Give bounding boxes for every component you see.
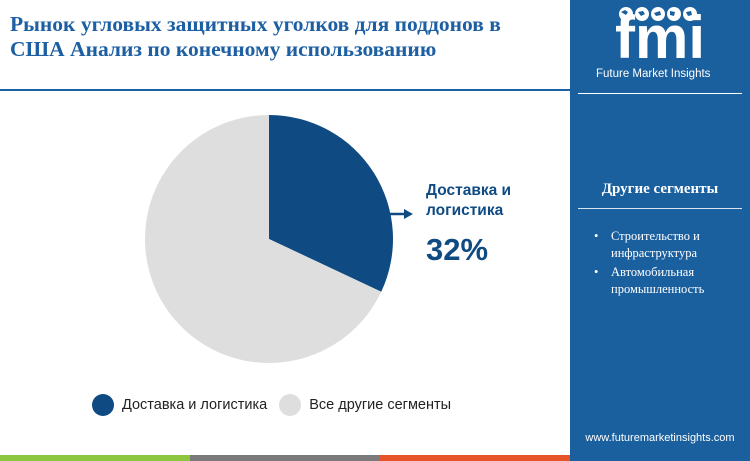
sidebar-divider — [578, 93, 742, 94]
legend-item-other: Все другие сегменты — [279, 394, 451, 416]
callout-label: Доставка и логистика — [426, 182, 512, 219]
pie-slice-shipping — [269, 115, 393, 292]
list-item: Автомобильная промышленность — [594, 264, 744, 298]
main-panel: Рынок угловых защитных уголков для поддо… — [0, 12, 570, 416]
sidebar-heading-divider — [578, 208, 742, 209]
bar-segment-blue — [570, 455, 750, 461]
fmi-logo: fmi — [615, 4, 705, 71]
callout-arrow — [389, 209, 413, 219]
pie-slice-other — [144, 115, 382, 363]
website-url[interactable]: www.futuremarketinsights.com — [585, 432, 735, 444]
list-item: Строительство и инфраструктура — [594, 228, 744, 262]
bar-segment-green — [0, 455, 190, 461]
bar-segment-orange — [380, 455, 570, 461]
callout-value: 32% — [426, 232, 489, 267]
sidebar-list: Строительство и инфраструктура Автомобил… — [594, 228, 744, 300]
globe-icon — [619, 7, 697, 21]
legend-swatch-shipping — [92, 394, 114, 416]
sidebar-heading: Другие сегменты — [601, 181, 719, 197]
pie-chart — [144, 115, 413, 363]
legend-swatch-other — [279, 394, 302, 416]
legend-label-other: Все другие сегменты — [309, 397, 452, 413]
legend-label-shipping: Доставка и логистика — [122, 397, 268, 413]
legend-item-shipping: Доставка и логистика — [92, 394, 267, 416]
bottom-color-bar — [0, 455, 750, 461]
legend: Доставка и логистика Все другие сегменты — [92, 394, 463, 416]
title-line-1: Рынок угловых защитных уголков для поддо… — [10, 12, 501, 36]
page-title: Рынок угловых защитных уголков для поддо… — [10, 12, 560, 62]
sidebar: fmi Future Market Insights Другие сегмен… — [570, 0, 750, 455]
title-line-2: США Анализ по конечному использованию — [10, 37, 437, 61]
bar-segment-gray — [190, 455, 380, 461]
title-divider — [0, 89, 570, 91]
logo-caption: Future Market Insights — [596, 68, 711, 80]
